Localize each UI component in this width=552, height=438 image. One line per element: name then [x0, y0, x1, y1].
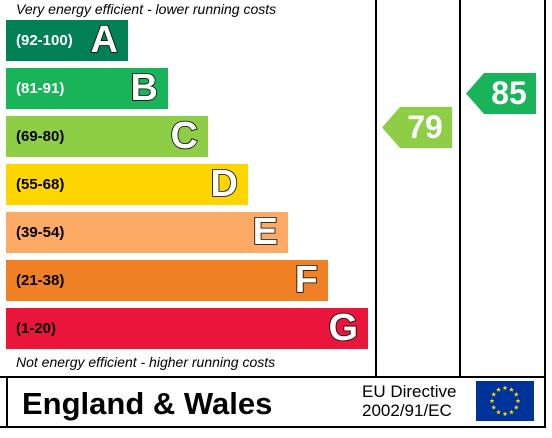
- directive-line-2: 2002/91/EC: [362, 401, 452, 420]
- eu-star-icon: [509, 409, 514, 415]
- potential-rating-value: 85: [491, 75, 527, 111]
- divider-frame-left: [6, 376, 8, 428]
- band-f: (21-38) F: [6, 259, 328, 302]
- eu-star-icon: [489, 398, 495, 404]
- band-c: (69-80) C: [6, 115, 208, 158]
- eu-star-icon: [496, 387, 501, 392]
- directive-line-1: EU Directive: [362, 382, 457, 401]
- band-a: (92-100) A: [6, 19, 128, 62]
- eu-star-icon: [513, 404, 519, 410]
- band-b: (81-91) B: [6, 67, 168, 110]
- band-range: (55-68): [16, 176, 65, 193]
- eu-flag-icon: [476, 381, 534, 421]
- eu-star-icon: [509, 387, 514, 392]
- current-rating-shape: [382, 107, 452, 148]
- region-title: England & Wales: [22, 386, 273, 421]
- band-range: (69-80): [16, 128, 65, 145]
- band-letter: D: [210, 163, 239, 206]
- caption-top: Very energy efficient - lower running co…: [16, 1, 277, 17]
- band-range: (21-38): [16, 272, 65, 289]
- band-range: (1-20): [16, 320, 57, 337]
- eu-star-icon: [496, 409, 501, 415]
- potential-rating-shape: [466, 73, 536, 114]
- current-rating-value: 79: [407, 109, 443, 145]
- band-letter: G: [328, 307, 359, 350]
- band-letter: A: [90, 19, 119, 62]
- band-letter: E: [252, 211, 279, 254]
- band-g: (1-20) G: [6, 307, 368, 350]
- band-range: (81-91): [16, 80, 65, 97]
- band-range: (92-100): [16, 32, 73, 49]
- eu-star-icon: [491, 391, 497, 397]
- band-d: (55-68) D: [6, 163, 248, 206]
- band-letter: C: [170, 115, 199, 158]
- eu-star-icon: [513, 391, 519, 397]
- eu-star-icon: [502, 411, 508, 417]
- eu-stars-icon: [489, 385, 521, 417]
- eu-star-icon: [491, 404, 497, 410]
- band-range: (39-54): [16, 224, 65, 241]
- eu-star-icon: [515, 398, 521, 404]
- band-e: (39-54) E: [6, 211, 288, 254]
- divider-right: [544, 0, 546, 428]
- divider-footer-top: [0, 376, 546, 378]
- divider-left: [375, 0, 377, 378]
- eu-star-icon: [502, 385, 508, 391]
- caption-bottom: Not energy efficient - higher running co…: [16, 354, 276, 370]
- divider-footer-bottom: [0, 426, 546, 428]
- band-letter: B: [130, 67, 159, 110]
- band-letter: F: [294, 259, 319, 302]
- potential-rating-arrow: 85: [466, 73, 536, 114]
- current-rating-arrow: 79: [382, 107, 452, 148]
- divider-middle: [459, 0, 461, 378]
